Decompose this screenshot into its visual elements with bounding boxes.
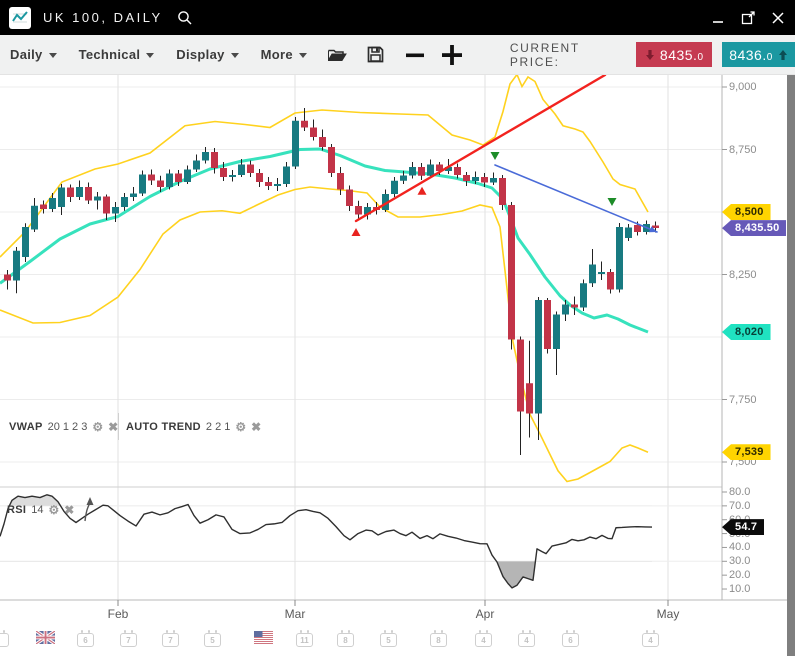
rsi-panel[interactable]: [0, 487, 722, 600]
price-axis-label: 8,250: [729, 268, 757, 281]
menu-display[interactable]: Display: [176, 47, 239, 62]
zoom-out-icon[interactable]: [404, 44, 426, 66]
gear-icon[interactable]: ⚙: [92, 420, 104, 434]
rsi-axis-label: 10.0: [729, 583, 751, 596]
price-axis-label: 9,000: [729, 81, 757, 93]
close-icon[interactable]: ✖: [251, 420, 262, 434]
event-calendar-icon[interactable]: 4: [642, 630, 659, 647]
popout-button[interactable]: [737, 7, 759, 29]
rsi-indicator-label: RSI 14 ⚙ ✖: [7, 503, 75, 517]
event-calendar-icon[interactable]: 8: [430, 630, 447, 647]
arrow-down-icon: [645, 49, 654, 60]
price-axis-label: 7,750: [729, 393, 757, 406]
event-calendar-icon[interactable]: 4: [518, 630, 535, 647]
window-title: UK 100, DAILY: [43, 10, 163, 25]
event-calendar-icon[interactable]: 5: [204, 630, 221, 647]
window-edge: [787, 35, 795, 656]
rsi-value-badge: 54.7: [722, 519, 765, 536]
chevron-down-icon: [230, 52, 239, 58]
chevron-down-icon: [48, 52, 57, 58]
rsi-axis-label: 40.0: [729, 541, 751, 554]
toolbar: Daily Technical Display More: [0, 35, 795, 75]
rsi-axis-label: 30.0: [729, 555, 751, 568]
vwap-indicator-label: VWAP 20 1 2 3 ⚙ ✖: [9, 420, 119, 434]
minimize-button[interactable]: [707, 7, 729, 29]
autotrend-indicator-label: AUTO TREND 2 2 1 ⚙ ✖: [126, 420, 262, 434]
ask-price-badge: 8436.0: [722, 42, 795, 67]
event-calendar-icon[interactable]: 6: [562, 630, 579, 647]
event-calendar-icon[interactable]: 4: [475, 630, 492, 647]
zoom-in-icon[interactable]: [440, 43, 464, 67]
rsi-axis-label: 70.0: [729, 499, 751, 512]
event-calendar-icon[interactable]: 7: [120, 630, 137, 647]
close-icon[interactable]: ✖: [64, 503, 75, 517]
lower-band-badge: 7,539: [722, 444, 771, 461]
search-icon[interactable]: [177, 10, 193, 26]
ask-value: 8436.0: [729, 46, 773, 63]
chevron-down-icon: [298, 52, 307, 58]
rsi-axis-label: 80.0: [729, 486, 751, 498]
bid-price-badge: 8435.0: [636, 42, 713, 67]
indicator-separator: [118, 413, 119, 440]
event-calendar-icon[interactable]: 11: [296, 630, 313, 647]
title-bar: UK 100, DAILY: [0, 0, 795, 35]
menu-more[interactable]: More: [261, 47, 307, 62]
price-axis-label: 8,750: [729, 143, 757, 156]
chevron-down-icon: [146, 52, 155, 58]
vwap-badge: 8,020: [722, 324, 771, 340]
bid-value: 8435.0: [659, 46, 704, 63]
menu-technical[interactable]: Technical: [79, 47, 155, 62]
month-label: May: [656, 607, 680, 621]
month-label: Feb: [107, 607, 129, 621]
chart-app-icon: [9, 6, 31, 29]
gear-icon[interactable]: ⚙: [48, 503, 60, 517]
last-price-badge: 8,435.50: [722, 220, 787, 237]
uk-flag-icon[interactable]: [35, 629, 56, 649]
save-icon[interactable]: [367, 46, 384, 63]
month-label: Apr: [475, 607, 495, 621]
event-calendar-icon[interactable]: 7: [162, 630, 179, 647]
arrow-up-icon: [778, 49, 787, 60]
open-folder-icon[interactable]: [327, 47, 347, 63]
event-calendar-icon[interactable]: 6: [77, 630, 94, 647]
close-icon[interactable]: ✖: [108, 420, 119, 434]
rsi-axis-label: 20.0: [729, 569, 751, 582]
current-price-label: CURRENT PRICE:: [509, 40, 580, 69]
upper-band-badge: 8,500: [722, 204, 771, 220]
gear-icon[interactable]: ⚙: [235, 420, 247, 434]
event-calendar-icon[interactable]: [0, 630, 9, 647]
menu-timeframe[interactable]: Daily: [10, 47, 57, 62]
us-flag-icon[interactable]: [254, 631, 273, 649]
event-calendar-icon[interactable]: 8: [337, 630, 354, 647]
month-label: Mar: [284, 607, 306, 621]
event-calendar-icon[interactable]: 5: [380, 630, 397, 647]
close-button[interactable]: [767, 7, 789, 29]
